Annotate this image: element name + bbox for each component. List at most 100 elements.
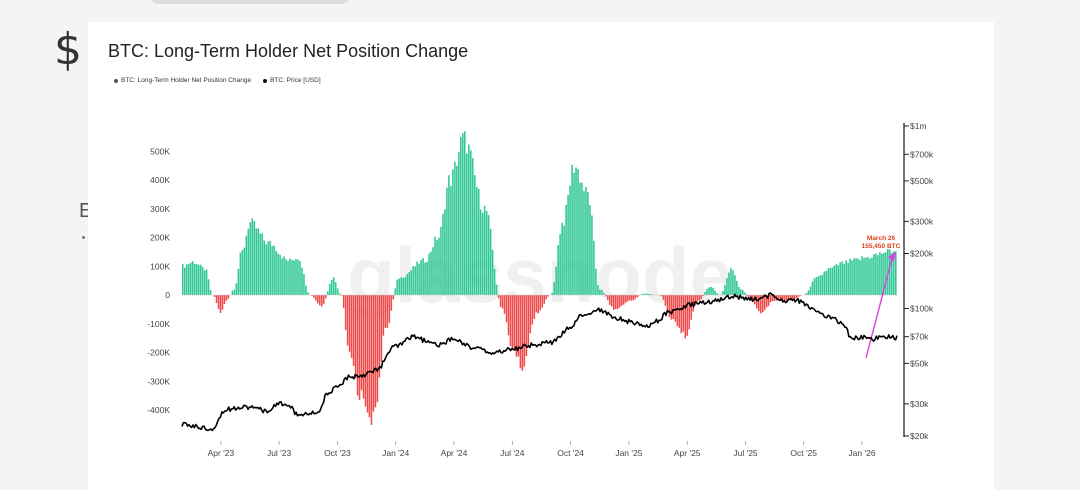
net-position-bar xyxy=(759,295,762,314)
net-position-bar xyxy=(740,289,742,295)
net-position-bar xyxy=(182,264,184,295)
net-position-bar xyxy=(456,165,458,295)
net-position-bar xyxy=(418,263,420,295)
net-position-bar xyxy=(293,260,295,295)
net-position-bar xyxy=(746,295,748,297)
net-position-bar xyxy=(859,260,861,295)
net-position-bar xyxy=(406,273,408,295)
net-position-bar xyxy=(396,279,399,295)
net-position-bar xyxy=(279,254,281,295)
net-position-bar xyxy=(362,295,365,399)
net-position-bar xyxy=(728,272,730,295)
x-tick-label: Apr '25 xyxy=(674,448,701,458)
net-position-bar xyxy=(332,277,335,295)
net-position-bar xyxy=(227,295,230,299)
net-position-bar xyxy=(819,275,822,295)
net-position-bar xyxy=(420,259,422,295)
net-position-bar xyxy=(466,153,468,295)
left-tick-label: -300K xyxy=(147,376,170,386)
net-position-bar xyxy=(567,195,569,295)
net-position-bar xyxy=(722,291,724,295)
net-position-bar xyxy=(650,294,653,295)
net-position-bar xyxy=(269,240,271,295)
clipped-heading-fragment xyxy=(150,0,350,4)
net-position-bar xyxy=(352,295,355,366)
net-position-bar xyxy=(231,290,234,295)
left-tick-label: 200K xyxy=(150,233,170,243)
net-position-bar xyxy=(450,186,452,295)
left-tick-label: 400K xyxy=(150,175,170,185)
net-position-bar xyxy=(674,295,677,322)
net-position-bar xyxy=(821,274,824,295)
net-position-bar xyxy=(203,270,206,295)
trend-arrowhead xyxy=(888,252,896,262)
net-position-bar xyxy=(531,295,534,325)
net-position-bar xyxy=(336,288,339,295)
net-position-bar xyxy=(773,295,776,302)
net-position-bar xyxy=(765,295,768,308)
net-position-bar xyxy=(325,295,327,299)
net-position-bar xyxy=(628,295,631,301)
net-position-bar xyxy=(442,213,444,295)
net-position-bar xyxy=(539,295,542,311)
net-position-bar xyxy=(829,268,832,295)
net-position-bar xyxy=(555,266,557,295)
net-position-bar xyxy=(797,295,800,297)
net-position-bar xyxy=(509,295,512,347)
net-position-bar xyxy=(243,247,246,295)
net-position-bar xyxy=(809,286,812,295)
net-position-bar xyxy=(468,144,470,295)
net-position-bar xyxy=(835,264,837,295)
net-position-bar xyxy=(426,261,428,295)
net-position-bar xyxy=(275,250,277,295)
net-position-bar xyxy=(793,295,796,300)
net-position-bar xyxy=(462,133,464,295)
net-position-bar xyxy=(706,288,708,295)
net-position-bar xyxy=(207,279,210,295)
net-position-bar xyxy=(323,295,325,304)
net-position-bar xyxy=(239,252,242,295)
net-position-bar xyxy=(348,295,351,352)
x-tick-label: Jul '24 xyxy=(500,448,525,458)
net-position-bar xyxy=(187,264,190,295)
net-position-bar xyxy=(283,256,285,295)
net-position-bar xyxy=(247,228,250,295)
net-position-bar xyxy=(382,295,385,336)
net-position-bar xyxy=(851,260,853,295)
net-position-bar xyxy=(593,240,595,295)
net-position-bar xyxy=(303,274,305,295)
net-position-bar xyxy=(458,151,460,295)
net-position-bar xyxy=(895,251,897,295)
net-position-bar xyxy=(340,295,343,296)
net-position-bar xyxy=(732,270,734,295)
net-position-bar xyxy=(326,291,329,295)
net-position-bar xyxy=(255,228,258,295)
net-position-bar xyxy=(752,295,754,302)
net-position-bar xyxy=(241,250,244,295)
net-position-bar xyxy=(432,247,434,295)
net-position-bar xyxy=(833,265,835,295)
net-position-bar xyxy=(299,261,301,295)
net-position-bar xyxy=(561,222,563,295)
net-position-bar xyxy=(827,268,830,295)
net-position-bar xyxy=(515,295,518,357)
net-position-bar xyxy=(507,295,510,336)
net-position-bar xyxy=(366,295,369,413)
net-position-bar xyxy=(771,295,774,301)
net-position-bar xyxy=(581,182,583,295)
net-position-bar xyxy=(666,295,669,312)
net-position-bar xyxy=(422,258,424,295)
net-position-bar xyxy=(321,295,323,307)
net-position-bar xyxy=(400,277,403,295)
net-position-bar xyxy=(799,295,802,296)
net-position-bar xyxy=(434,236,436,295)
net-position-bar xyxy=(404,277,406,295)
right-tick-label: $20k xyxy=(910,431,929,441)
net-position-bar xyxy=(199,264,202,295)
net-position-bar xyxy=(694,295,696,306)
right-tick-label: $1m xyxy=(910,121,927,131)
x-tick-label: Oct '24 xyxy=(557,448,584,458)
net-position-bar xyxy=(624,295,627,303)
net-position-bar xyxy=(680,295,683,334)
